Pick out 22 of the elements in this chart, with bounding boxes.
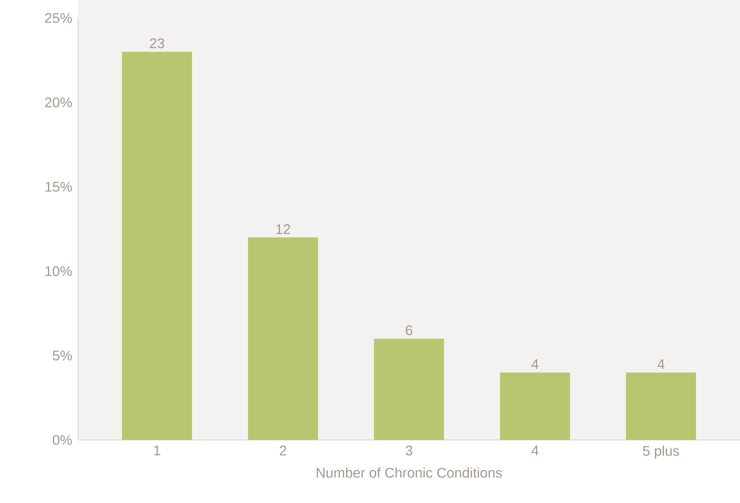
y-tick-label: 0% <box>52 435 72 445</box>
y-tick-label: 5% <box>52 350 72 360</box>
bar <box>626 372 696 440</box>
x-tick-label: 2 <box>280 446 286 456</box>
data-label: 23 <box>150 38 164 48</box>
bar <box>374 338 444 440</box>
y-tick-label: 10% <box>46 266 72 276</box>
data-label: 6 <box>406 325 412 336</box>
data-label: 12 <box>276 224 290 234</box>
x-tick-label: 1 <box>154 446 160 456</box>
bar <box>248 237 318 440</box>
bar <box>500 372 570 440</box>
bar <box>122 52 192 440</box>
y-tick-label: 15% <box>46 182 72 192</box>
y-tick-label: 25% <box>45 13 72 23</box>
x-tick-label: 5 plus <box>642 446 680 459</box>
data-label: 4 <box>657 359 664 369</box>
x-axis-title: Number of Chronic Conditions <box>316 467 502 478</box>
y-tick-label: 20% <box>45 97 72 108</box>
x-tick-label: 4 <box>531 446 538 456</box>
data-label: 4 <box>531 359 538 369</box>
x-tick-label: 3 <box>406 446 412 456</box>
